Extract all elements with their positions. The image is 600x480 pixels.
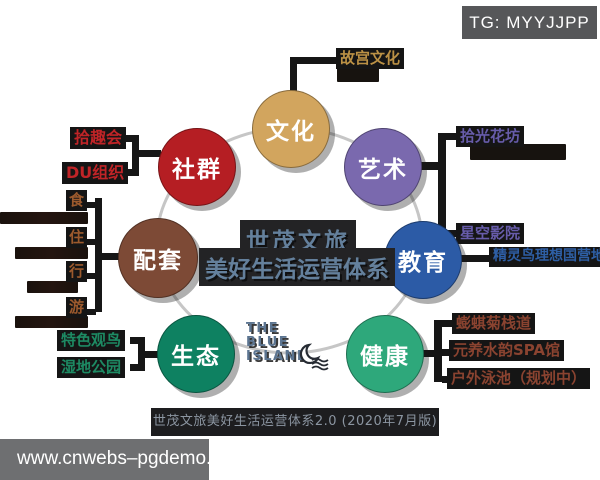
node-label: 文化: [266, 119, 316, 145]
satellite-label-education: 精灵鸟理想国营地: [489, 247, 600, 267]
satellite-label-health: 户外泳池（规划中）: [447, 368, 591, 389]
connector-ecology: [130, 364, 140, 371]
center-title-line2: 美好生活运营体系: [199, 248, 395, 286]
obscured-label: [15, 316, 88, 328]
connector-art: [446, 133, 456, 140]
node-education: 教育: [384, 221, 462, 299]
connector-health: [434, 320, 442, 382]
node-support: 配套: [118, 218, 198, 298]
connector-support: [86, 309, 96, 315]
obscured-label: [337, 68, 379, 82]
node-label: 健康: [360, 344, 410, 370]
node-label: 教育: [398, 250, 448, 276]
satellite-label-support-stay: 住: [66, 227, 88, 248]
connector-ecology: [130, 337, 140, 344]
connector-education: [457, 255, 491, 262]
connector-support: [86, 239, 96, 245]
node-label: 配套: [133, 248, 183, 274]
connector-ecology: [138, 337, 145, 371]
node-label: 社群: [172, 157, 222, 183]
connector-health: [442, 376, 448, 383]
satellite-label-health: 蟛蜞菊栈道: [452, 313, 536, 334]
tg-badge: TG: MYYJJPP: [462, 6, 597, 39]
node-community: 社群: [158, 128, 236, 206]
obscured-label: [0, 212, 88, 224]
connector-art: [417, 162, 443, 170]
satellite-label-community: 拾趣会: [70, 127, 127, 149]
connector-health: [419, 350, 439, 357]
node-ecology: 生态: [157, 315, 235, 393]
connector-community: [132, 135, 139, 176]
logo-line: BLUE: [246, 335, 290, 350]
node-art: 艺术: [344, 128, 422, 206]
satellite-label-culture: 故宫文化: [336, 48, 405, 69]
connector-support: [100, 253, 122, 260]
version-caption: 世茂文旅美好生活运营体系2.0 (2020年7月版): [151, 408, 439, 436]
connector-health: [442, 320, 452, 327]
logo-line: THE: [246, 321, 280, 336]
logo-line: ISLAND: [246, 349, 310, 364]
satellite-label-support-food: 食: [66, 190, 88, 211]
satellite-label-ecology: 特色观鸟: [57, 330, 126, 351]
obscured-label: [15, 247, 88, 259]
connector-culture: [290, 57, 338, 64]
connector-community: [124, 135, 134, 142]
satellite-label-art: 拾光花坊: [456, 126, 525, 147]
connector-community: [124, 169, 134, 176]
satellite-label-art: 星空影院: [456, 223, 525, 244]
connector-support: [95, 198, 102, 312]
node-label: 生态: [171, 344, 221, 370]
connector-culture: [290, 57, 297, 95]
watermark-url: www.cnwebs–pgdemo.com: [0, 439, 247, 480]
blue-island-logo: THE BLUE ISLAND: [246, 322, 309, 364]
satellite-label-community: DU组织: [62, 162, 129, 184]
connector-ecology: [143, 351, 161, 358]
satellite-label-support-travel: 行: [66, 261, 88, 282]
satellite-label-support-tour: 游: [66, 297, 88, 318]
node-label: 艺术: [358, 157, 408, 183]
node-health: 健康: [346, 315, 424, 393]
obscured-label: [470, 144, 566, 160]
satellite-label-ecology: 湿地公园: [57, 357, 126, 378]
obscured-label: [27, 281, 78, 293]
connector-health: [442, 349, 450, 356]
connector-art: [438, 133, 446, 237]
connector-community: [137, 150, 161, 157]
connector-support: [86, 273, 96, 279]
node-culture: 文化: [252, 90, 330, 168]
satellite-label-health: 元养水韵SPA馆: [449, 340, 565, 361]
moon-wave-icon: [299, 343, 329, 371]
connector-support: [86, 202, 96, 208]
